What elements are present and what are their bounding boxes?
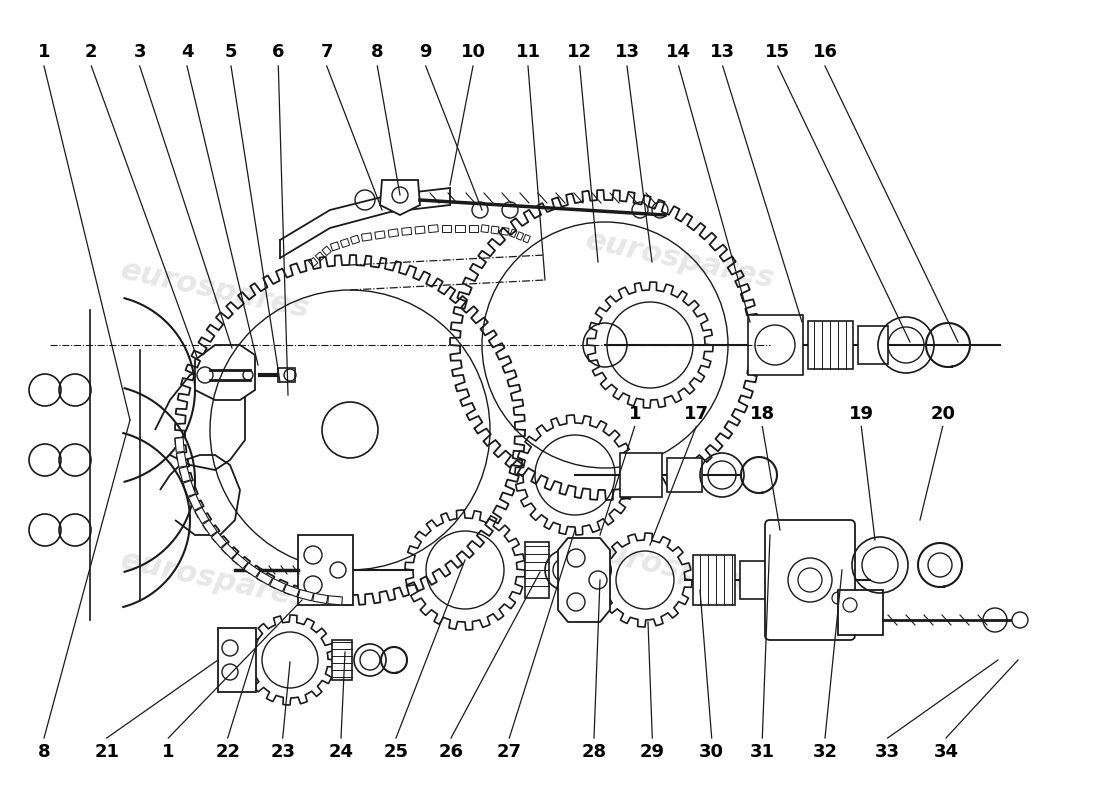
Text: 13: 13 bbox=[615, 43, 639, 61]
Text: 33: 33 bbox=[876, 743, 900, 761]
Text: 7: 7 bbox=[320, 43, 333, 61]
Polygon shape bbox=[232, 554, 248, 569]
Text: 4: 4 bbox=[180, 43, 194, 61]
Polygon shape bbox=[748, 315, 803, 375]
Polygon shape bbox=[244, 562, 260, 578]
Polygon shape bbox=[179, 466, 190, 482]
Polygon shape bbox=[298, 535, 353, 605]
Text: 2: 2 bbox=[85, 43, 98, 61]
Text: 18: 18 bbox=[750, 406, 774, 423]
Text: 16: 16 bbox=[813, 43, 837, 61]
Text: 12: 12 bbox=[568, 43, 592, 61]
Polygon shape bbox=[195, 345, 255, 400]
Text: eurospares: eurospares bbox=[118, 546, 312, 614]
Text: 22: 22 bbox=[216, 743, 240, 761]
Polygon shape bbox=[808, 321, 852, 369]
Text: 21: 21 bbox=[95, 743, 119, 761]
Polygon shape bbox=[525, 542, 549, 598]
Text: 26: 26 bbox=[439, 743, 463, 761]
Text: 3: 3 bbox=[133, 43, 146, 61]
Text: 31: 31 bbox=[750, 743, 774, 761]
Polygon shape bbox=[379, 180, 420, 215]
Text: 15: 15 bbox=[766, 43, 790, 61]
Polygon shape bbox=[176, 452, 187, 467]
Text: 17: 17 bbox=[684, 406, 708, 423]
Polygon shape bbox=[740, 561, 788, 599]
Polygon shape bbox=[184, 481, 196, 497]
Polygon shape bbox=[332, 640, 352, 680]
Text: 20: 20 bbox=[931, 406, 955, 423]
Polygon shape bbox=[175, 438, 184, 452]
Polygon shape bbox=[693, 555, 735, 605]
Text: 28: 28 bbox=[582, 743, 606, 761]
Polygon shape bbox=[558, 538, 611, 622]
Text: 1: 1 bbox=[162, 743, 175, 761]
Text: eurospares: eurospares bbox=[118, 256, 312, 324]
Text: 13: 13 bbox=[711, 43, 735, 61]
Text: 8: 8 bbox=[37, 743, 51, 761]
Polygon shape bbox=[858, 326, 888, 364]
Text: 27: 27 bbox=[497, 743, 521, 761]
Text: 14: 14 bbox=[667, 43, 691, 61]
Polygon shape bbox=[620, 453, 662, 497]
Polygon shape bbox=[328, 596, 342, 605]
Text: 11: 11 bbox=[516, 43, 540, 61]
Polygon shape bbox=[270, 578, 286, 591]
Text: 8: 8 bbox=[371, 43, 384, 61]
Polygon shape bbox=[218, 628, 256, 692]
Text: 30: 30 bbox=[700, 743, 724, 761]
Text: 24: 24 bbox=[329, 743, 353, 761]
Text: 32: 32 bbox=[813, 743, 837, 761]
Text: 5: 5 bbox=[224, 43, 238, 61]
FancyBboxPatch shape bbox=[764, 520, 855, 640]
Polygon shape bbox=[278, 368, 295, 382]
Text: 25: 25 bbox=[384, 743, 408, 761]
Polygon shape bbox=[202, 520, 217, 536]
Text: 23: 23 bbox=[271, 743, 295, 761]
Text: 6: 6 bbox=[272, 43, 285, 61]
Text: eurospares: eurospares bbox=[583, 536, 778, 604]
Polygon shape bbox=[838, 590, 883, 635]
Text: 29: 29 bbox=[640, 743, 664, 761]
Text: 19: 19 bbox=[849, 406, 873, 423]
Text: 9: 9 bbox=[419, 43, 432, 61]
Text: 1: 1 bbox=[628, 406, 641, 423]
Polygon shape bbox=[298, 590, 314, 601]
Polygon shape bbox=[312, 594, 328, 603]
Text: 1: 1 bbox=[37, 43, 51, 61]
Polygon shape bbox=[221, 543, 236, 558]
Polygon shape bbox=[284, 585, 299, 597]
Text: 34: 34 bbox=[934, 743, 958, 761]
Polygon shape bbox=[195, 507, 209, 523]
Text: 10: 10 bbox=[461, 43, 485, 61]
Polygon shape bbox=[256, 571, 273, 585]
Polygon shape bbox=[667, 458, 702, 492]
Text: eurospares: eurospares bbox=[583, 226, 778, 294]
Polygon shape bbox=[188, 494, 201, 510]
Polygon shape bbox=[211, 532, 227, 548]
